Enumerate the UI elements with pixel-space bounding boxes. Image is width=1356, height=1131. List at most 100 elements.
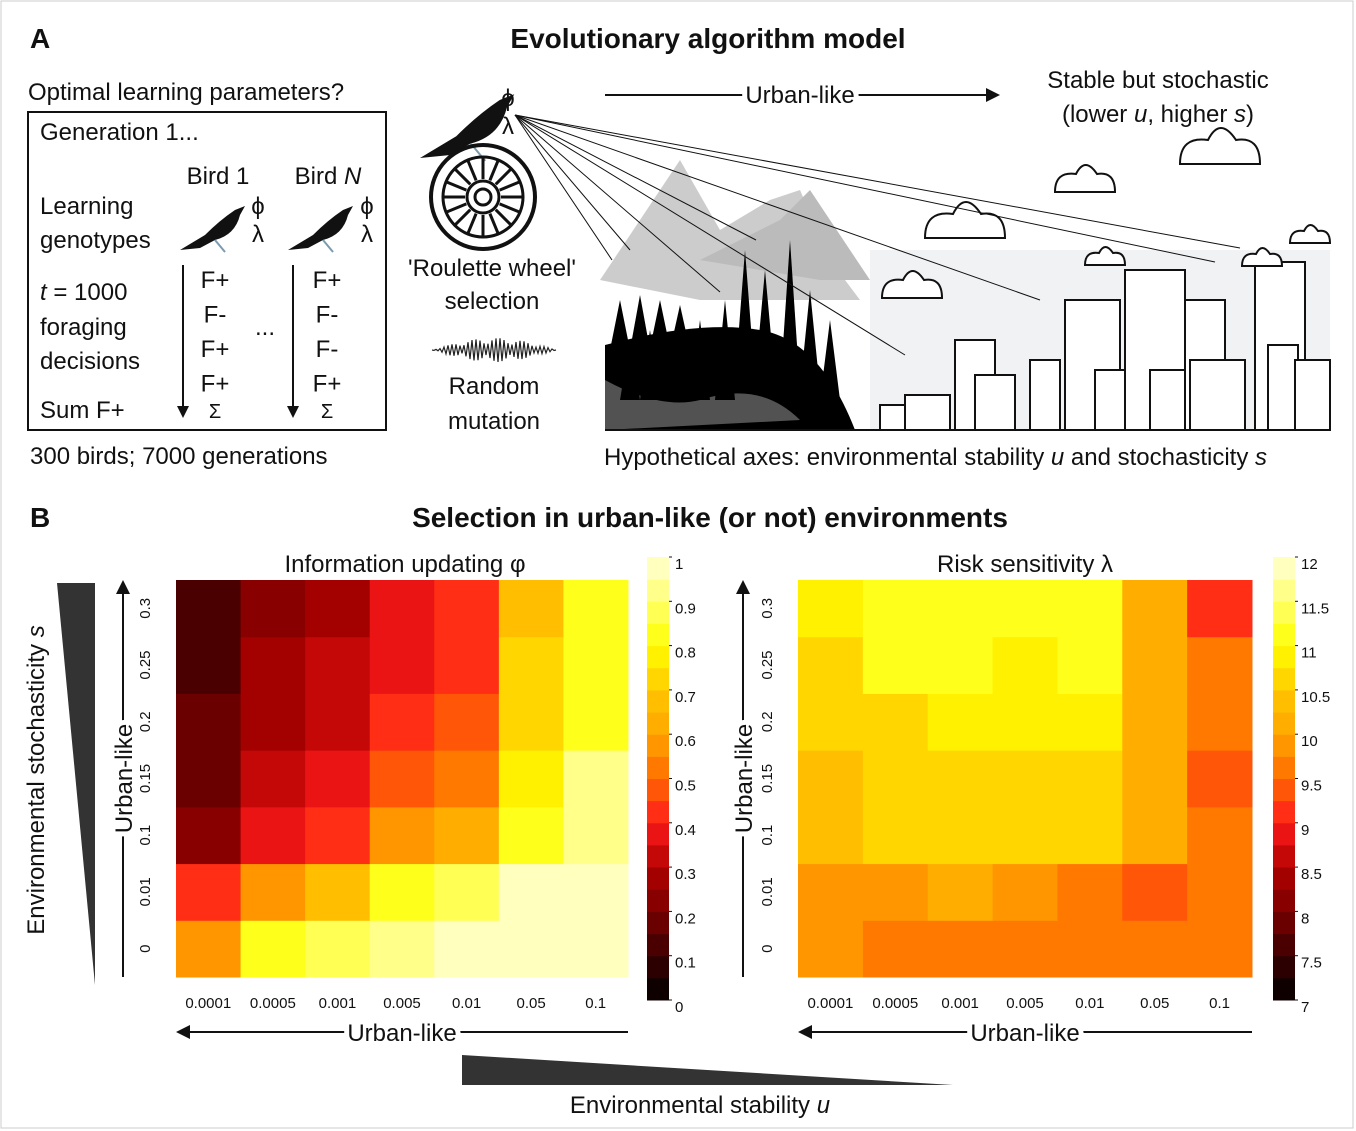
heatmap-cell xyxy=(993,807,1058,864)
colorbar-band xyxy=(1273,911,1295,934)
heatmap-cell xyxy=(863,693,928,750)
x-tick-label: 0.01 xyxy=(452,995,481,1012)
decision: F- xyxy=(316,302,339,329)
colorbar-band xyxy=(647,579,669,602)
heatmap-cell xyxy=(305,750,370,807)
heatmap-title: Risk sensitivity λ xyxy=(937,551,1113,578)
decision: F+ xyxy=(201,371,230,398)
heatmap-cell xyxy=(1187,807,1252,864)
heatmap-title: Information updating φ xyxy=(284,551,525,578)
heatmap-cell xyxy=(993,864,1058,921)
text: u xyxy=(1051,444,1064,471)
decision: F- xyxy=(316,336,339,363)
mutation: mutation xyxy=(448,408,540,435)
bird-1: Bird 1 xyxy=(187,163,250,190)
colorbar-band xyxy=(1273,557,1295,580)
heatmap-cell xyxy=(499,920,564,977)
roulette: 'Roulette wheel' xyxy=(408,255,576,282)
decision: Σ xyxy=(209,401,221,423)
figure: A Evolutionary algorithm model Optimal l… xyxy=(0,0,1356,1131)
x-tick-label: 0.0005 xyxy=(872,995,918,1012)
x-tick-label: 0.0001 xyxy=(185,995,231,1012)
x-tick-label: 0.05 xyxy=(517,995,546,1012)
y-tick-label: 0.15 xyxy=(759,764,776,793)
heatmap-cell xyxy=(798,807,863,864)
colorbar-tick-label: 0.4 xyxy=(675,822,696,839)
heatmap-cell xyxy=(176,750,241,807)
colorbar-band xyxy=(1273,734,1295,757)
colorbar-band xyxy=(647,690,669,713)
stable: Stable but stochastic xyxy=(1047,67,1268,94)
heatmap-cell xyxy=(176,637,241,694)
heatmap-cell xyxy=(499,637,564,694)
heatmap-cell xyxy=(863,864,928,921)
heatmap-cell xyxy=(499,693,564,750)
colorbar-tick-label: 0.2 xyxy=(675,910,696,927)
decision: F+ xyxy=(313,267,342,294)
heatmap-cell xyxy=(1122,920,1187,977)
heatmap-cell xyxy=(563,807,628,864)
heatmap-cell xyxy=(305,693,370,750)
heatmap-cell xyxy=(1122,807,1187,864)
heatmap-cell xyxy=(993,637,1058,694)
heatmap-cell xyxy=(863,807,928,864)
heatmap-cell xyxy=(928,693,993,750)
heatmap-cell xyxy=(798,580,863,637)
colorbar-tick-label: 0.1 xyxy=(675,955,696,972)
colorbar-band xyxy=(647,734,669,757)
colorbar-tick-label: 7 xyxy=(1301,999,1309,1016)
colorbar-tick-label: 0.7 xyxy=(675,689,696,706)
y-tick-label: 0.2 xyxy=(137,711,154,732)
colorbar-band xyxy=(647,779,669,802)
y-tick-label: 0.15 xyxy=(137,764,154,793)
heatmap-cell xyxy=(434,864,499,921)
x-tick-label: 0.005 xyxy=(383,995,421,1012)
heatmap-cell xyxy=(1122,580,1187,637)
phi: ϕ xyxy=(501,85,514,112)
y-tick-label: 0.25 xyxy=(137,650,154,679)
decision: F+ xyxy=(313,371,342,398)
x-tick-label: 0.1 xyxy=(1209,995,1230,1012)
heatmap-cell xyxy=(370,693,435,750)
x-tick-label: 0.01 xyxy=(1075,995,1104,1012)
t-text: t = 1000 xyxy=(40,279,127,306)
building xyxy=(1268,345,1298,430)
genotypes: genotypes xyxy=(40,227,151,254)
decision: F- xyxy=(204,302,227,329)
random: Random xyxy=(449,373,540,400)
colorbar-band xyxy=(1273,756,1295,779)
colorbar-tick-label: 8 xyxy=(1301,910,1309,927)
heatmap-cell xyxy=(434,750,499,807)
colorbar-band xyxy=(1273,623,1295,646)
colorbar-tick-label: 11.5 xyxy=(1301,600,1329,617)
heatmap-cell xyxy=(370,807,435,864)
heatmap-cell xyxy=(1187,693,1252,750)
heatmap-cell xyxy=(1187,864,1252,921)
heatmap-cell xyxy=(928,920,993,977)
x-tick-label: 0.001 xyxy=(319,995,357,1012)
phi: ϕ xyxy=(251,193,264,220)
selection: selection xyxy=(445,288,540,315)
heatmap-cell xyxy=(176,693,241,750)
colorbar-band xyxy=(647,845,669,868)
heatmap-cell xyxy=(1122,693,1187,750)
y-tick-label: 0.2 xyxy=(759,711,776,732)
heatmap-cell xyxy=(1057,807,1122,864)
heatmap-cell xyxy=(1187,637,1252,694)
colorbar-band xyxy=(647,956,669,979)
colorbar-tick-label: 7.5 xyxy=(1301,955,1322,972)
stable-sub: (lower u, higher s) xyxy=(1062,101,1254,128)
axes-caption: Hypothetical axes: environmental stabili… xyxy=(604,444,1267,471)
colorbar-tick-label: 0.5 xyxy=(675,778,696,795)
decisions: decisions xyxy=(40,348,140,375)
colorbar-tick-label: 11 xyxy=(1301,645,1317,662)
heatmap-cell xyxy=(1057,864,1122,921)
heatmap-cell xyxy=(499,807,564,864)
colorbar-tick-label: 10 xyxy=(1301,733,1318,750)
text: u xyxy=(1134,101,1147,128)
text: = 1000 xyxy=(47,279,128,306)
text: u xyxy=(817,1092,830,1119)
heatmap-cell xyxy=(305,864,370,921)
colorbar-band xyxy=(1273,978,1295,1001)
heatmap-cell xyxy=(928,580,993,637)
